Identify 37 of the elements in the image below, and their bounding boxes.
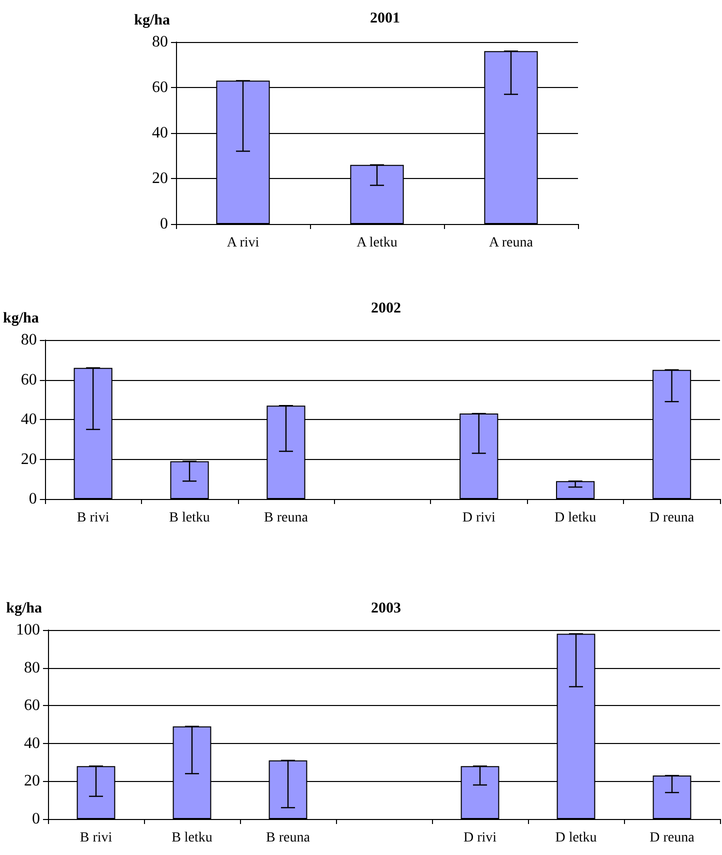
y-tick-label: 20	[20, 450, 37, 468]
y-axis-title: kg/ha	[2, 310, 40, 326]
y-axis-title: kg/ha	[6, 600, 42, 616]
y-tick-label: 60	[152, 79, 168, 96]
y-tick-label: 0	[160, 216, 168, 232]
chart-title: 2003	[371, 600, 401, 616]
x-tick-label: D rivi	[462, 510, 496, 526]
x-tick-label: A rivi	[226, 236, 260, 250]
y-tick-label: 100	[16, 622, 40, 638]
x-tick-label: D letku	[555, 830, 597, 846]
x-tick-label: B rivi	[80, 830, 112, 846]
x-tick-label: D reuna	[649, 510, 695, 526]
y-tick-label: 40	[152, 124, 168, 142]
y-tick-label: 80	[20, 332, 37, 348]
x-tick-label: D letku	[554, 510, 596, 526]
y-tick-label: 0	[32, 810, 40, 828]
x-tick-label: D rivi	[463, 830, 497, 846]
x-tick-label: B letku	[172, 830, 212, 846]
x-tick-label: D reuna	[650, 830, 696, 846]
chart-title: 2001	[370, 10, 400, 26]
y-tick-label: 80	[152, 34, 168, 50]
x-tick-label: B rivi	[76, 510, 110, 526]
y-tick-label: 40	[20, 411, 37, 428]
x-tick-label: B reuna	[264, 510, 309, 526]
y-tick-label: 20	[152, 170, 168, 187]
y-tick-label: 40	[24, 734, 40, 752]
y-axis-title: kg/ha	[134, 12, 170, 28]
x-tick-label: B reuna	[266, 830, 311, 846]
y-tick-label: 80	[24, 659, 40, 676]
x-tick-label: A letku	[356, 236, 398, 250]
y-tick-label: 0	[28, 490, 37, 508]
chart-title: 2002	[371, 300, 401, 316]
y-tick-label: 60	[20, 371, 37, 388]
y-tick-label: 20	[24, 772, 40, 790]
x-tick-label: B letku	[169, 510, 210, 526]
x-tick-label: A reuna	[489, 236, 534, 250]
y-tick-label: 60	[24, 697, 40, 714]
